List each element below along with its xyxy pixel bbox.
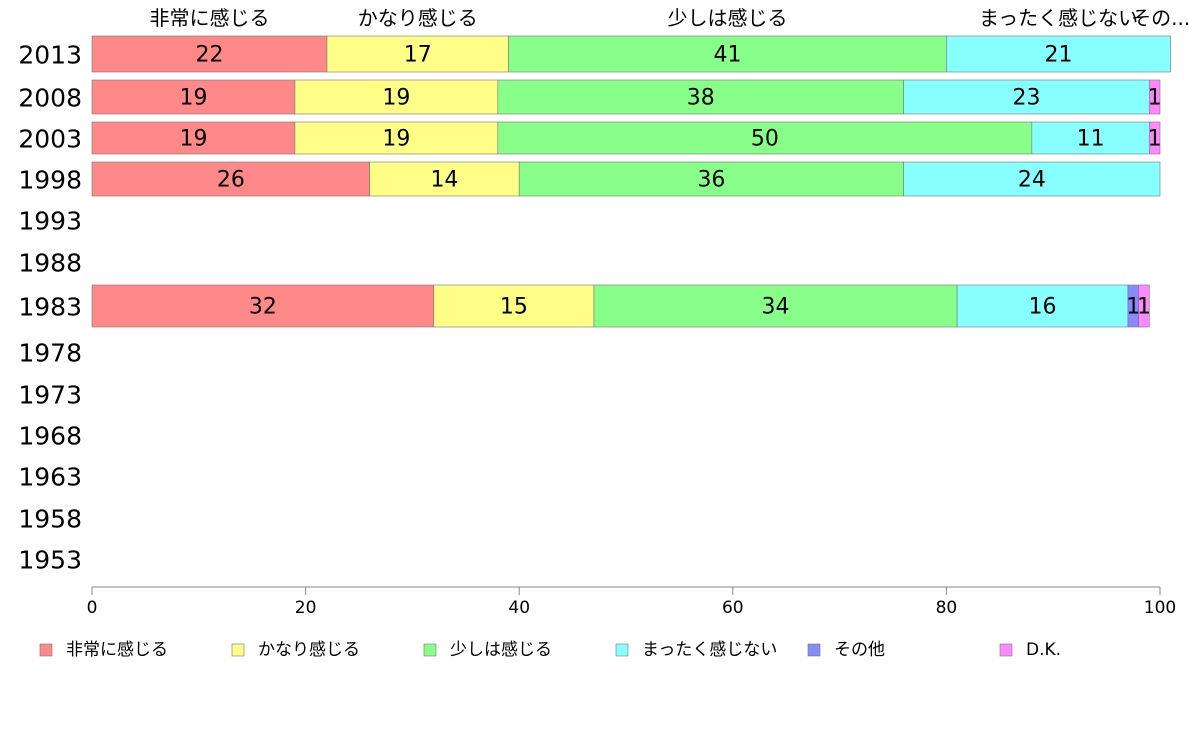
year-label: 1988 — [18, 249, 82, 278]
year-label: 2003 — [18, 125, 82, 154]
bar-segment — [91, 284, 435, 328]
bar-value-label: 32 — [249, 295, 277, 320]
top-category-label: 少しは感じる — [667, 6, 787, 30]
top-category-label: その... — [1131, 6, 1188, 30]
bar-value-label: 19 — [382, 127, 410, 152]
legend-label: その他 — [834, 640, 885, 660]
x-tick-label: 80 — [936, 598, 958, 618]
bar-segment — [326, 35, 509, 73]
year-label: 1953 — [18, 546, 82, 575]
top-category-label: まったく感じない — [979, 6, 1138, 30]
bar-value-label: 1 — [1148, 86, 1162, 111]
bar-segment — [903, 79, 1150, 115]
bar-value-label: 38 — [687, 86, 715, 111]
bar-value-label: 50 — [751, 127, 779, 152]
x-tick-label: 20 — [295, 598, 317, 618]
year-label: 1978 — [18, 339, 82, 368]
bar-segment — [294, 79, 499, 115]
bar-segment — [91, 161, 370, 197]
x-tick-label: 60 — [722, 598, 744, 618]
top-category-label: かなり感じる — [358, 6, 478, 30]
legend-label: まったく感じない — [642, 640, 777, 660]
bar-value-label: 16 — [1029, 295, 1057, 320]
year-label: 1963 — [18, 463, 82, 492]
top-category-labels: 非常に感じる かなり感じる 少しは感じる まったく感じないその... — [149, 6, 1188, 30]
legend-swatch — [807, 643, 821, 657]
year-label: 1983 — [18, 293, 82, 322]
legend-label: 非常に感じる — [66, 640, 168, 660]
bar-segment — [593, 284, 958, 328]
legend-swatch — [423, 643, 437, 657]
bar-segment — [497, 79, 904, 115]
legend-swatch — [231, 643, 245, 657]
legend-swatch — [999, 643, 1013, 657]
bar-segment — [369, 161, 520, 197]
bar-segment — [518, 161, 904, 197]
year-label: 1998 — [18, 166, 82, 195]
legend-swatch — [39, 643, 53, 657]
bar-segment — [508, 35, 947, 73]
bar-value-label: 21 — [1045, 43, 1073, 68]
bar-value-label: 36 — [697, 168, 725, 193]
year-label: 1958 — [18, 505, 82, 534]
bar-value-label: 26 — [217, 168, 245, 193]
bar-value-label: 24 — [1018, 168, 1046, 193]
bar-value-label: 19 — [382, 86, 410, 111]
bar-value-label: 15 — [500, 295, 528, 320]
bar-segment — [91, 79, 296, 115]
legend-label: D.K. — [1026, 640, 1061, 660]
bar-segment — [433, 284, 595, 328]
top-category-label: 非常に感じる — [149, 6, 269, 30]
x-tick-label: 40 — [508, 598, 530, 618]
bar-value-label: 1 — [1148, 127, 1162, 152]
bar-value-label: 11 — [1077, 127, 1105, 152]
bar-segment — [956, 284, 1129, 328]
x-tick-label: 100 — [1144, 598, 1176, 618]
year-label: 1973 — [18, 381, 82, 410]
bar-segment — [1149, 79, 1161, 115]
bar-segment — [1149, 121, 1161, 155]
x-tick-label: 0 — [87, 598, 98, 618]
bar-segment — [91, 121, 296, 155]
bar-value-label: 19 — [179, 86, 207, 111]
bar-value-label: 41 — [713, 43, 741, 68]
bar-value-label: 1 — [1126, 295, 1140, 320]
bar-value-label: 19 — [179, 127, 207, 152]
year-label: 2008 — [18, 84, 82, 113]
year-label: 2013 — [18, 41, 82, 70]
x-axis: 0 20 40 60 80 100 — [87, 586, 1176, 618]
year-label: 1993 — [18, 207, 82, 236]
legend-label: かなり感じる — [258, 640, 360, 660]
legend-label: 少しは感じる — [450, 640, 552, 660]
bar-value-label: 34 — [762, 295, 790, 320]
bar-value-label: 1 — [1137, 295, 1151, 320]
legend-swatch — [615, 643, 629, 657]
bar-value-label: 23 — [1013, 86, 1041, 111]
bar-segment — [497, 121, 1033, 155]
legend: 非常に感じる かなり感じる 少しは感じる まったく感じない その他 D.K. — [39, 640, 1061, 660]
bar-segment — [294, 121, 499, 155]
bar-segment — [1138, 284, 1150, 328]
bar-segment — [1031, 121, 1150, 155]
bar-segment — [903, 161, 1161, 197]
bar-value-label: 17 — [404, 43, 432, 68]
bar-segment — [91, 35, 328, 73]
bar-value-label: 14 — [430, 168, 458, 193]
bar-value-label: 22 — [195, 43, 223, 68]
year-label: 1968 — [18, 422, 82, 451]
year-labels: 2013 2008 2003 1998 1993 1988 1983 1978 1973 1968… — [18, 41, 82, 575]
bar-segment — [946, 35, 1171, 73]
